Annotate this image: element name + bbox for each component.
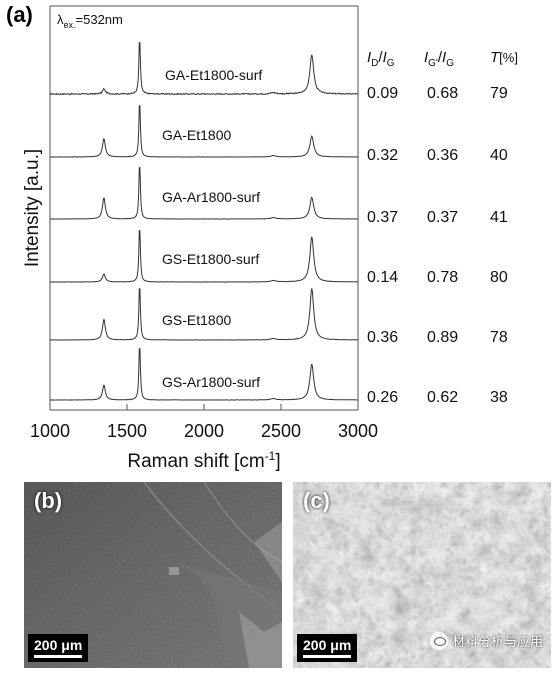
spectrum-line xyxy=(49,166,359,220)
ratio-id-ig: 0.37 xyxy=(367,209,398,226)
panel-label-b: (b) xyxy=(34,488,63,513)
transmittance-value: 78 xyxy=(490,329,508,346)
x-tick-label: 2500 xyxy=(261,421,301,441)
scalebar-c-text: 200 μm xyxy=(303,637,352,653)
sem-image-b: (b) 200 μm xyxy=(24,482,282,668)
spectrum-line xyxy=(49,41,359,96)
transmittance-value: 79 xyxy=(490,85,508,102)
scalebar-b-text: 200 μm xyxy=(34,637,83,653)
spectrum-line xyxy=(49,105,359,158)
x-tick-label: 3000 xyxy=(338,421,378,441)
sem-image-c: (c) 200 μm 材料分析与应用 xyxy=(293,482,551,668)
panel-label-c: (c) xyxy=(303,488,330,513)
ratio-id-ig: 0.26 xyxy=(367,389,398,406)
y-axis-label: Intensity [a.u.] xyxy=(22,149,43,267)
transmittance-value: 40 xyxy=(490,147,508,164)
series-label: GS-Ar1800-surf xyxy=(162,374,260,390)
ratio-ig2-ig: 0.37 xyxy=(427,209,458,226)
spectrum-line xyxy=(49,348,359,401)
x-tick-label: 2000 xyxy=(184,421,224,441)
x-axis-label: Raman shift [cm-1] xyxy=(127,449,280,472)
x-tick-label: 1000 xyxy=(30,421,70,441)
series-label: GS-Et1800-surf xyxy=(162,251,259,267)
ratio-id-ig: 0.36 xyxy=(367,329,398,346)
watermark: 材料分析与应用 xyxy=(429,631,543,650)
ratio-id-ig: 0.09 xyxy=(367,85,398,102)
spectra-group xyxy=(49,41,359,401)
spectrum-line xyxy=(49,230,359,283)
transmittance-value: 41 xyxy=(490,209,508,226)
scalebar-b: 200 μm xyxy=(28,634,89,662)
ratio-id-ig: 0.14 xyxy=(367,269,398,286)
scalebar-c: 200 μm xyxy=(297,634,358,662)
ratio-ig2-ig: 0.78 xyxy=(427,269,458,286)
ratio-ig2-ig: 0.62 xyxy=(427,389,458,406)
series-label: GS-Et1800 xyxy=(162,312,231,328)
scalebar-c-line xyxy=(303,655,352,658)
series-label: GA-Et1800 xyxy=(162,127,231,143)
ratio-id-ig: 0.32 xyxy=(367,147,398,164)
excitation-label: λex.=532nm xyxy=(57,12,123,30)
transmittance-value: 80 xyxy=(490,269,508,286)
transmittance-value: 38 xyxy=(490,389,508,406)
scalebar-b-line xyxy=(34,655,83,658)
ratio-table: 0.09 0.68 79 0.32 0.36 40 0.37 0.37 41 0.14 0.78 80… xyxy=(367,85,508,406)
series-label: GA-Et1800-surf xyxy=(165,67,262,83)
x-axis-ticks: 1000 1500 2000 2500 3000 xyxy=(30,404,378,441)
ratio-ig2-ig: 0.36 xyxy=(427,147,458,164)
wechat-icon xyxy=(429,631,448,650)
ratio-ig2-ig: 0.89 xyxy=(427,329,458,346)
series-label: GA-Ar1800-surf xyxy=(162,189,260,205)
header-transmittance: T[%] xyxy=(490,49,518,66)
header-id-ig: ID/IG xyxy=(367,49,395,69)
series-labels-group: GA-Et1800-surf GA-Et1800 GA-Ar1800-surf GS-… xyxy=(162,67,262,390)
panel-label-a: (a) xyxy=(6,2,33,27)
spectrum-line xyxy=(49,288,358,341)
watermark-text: 材料分析与应用 xyxy=(451,635,543,650)
header-ig2-ig: IG'/IG xyxy=(424,49,454,69)
ratio-ig2-ig: 0.68 xyxy=(427,85,458,102)
x-tick-label: 1500 xyxy=(107,421,147,441)
